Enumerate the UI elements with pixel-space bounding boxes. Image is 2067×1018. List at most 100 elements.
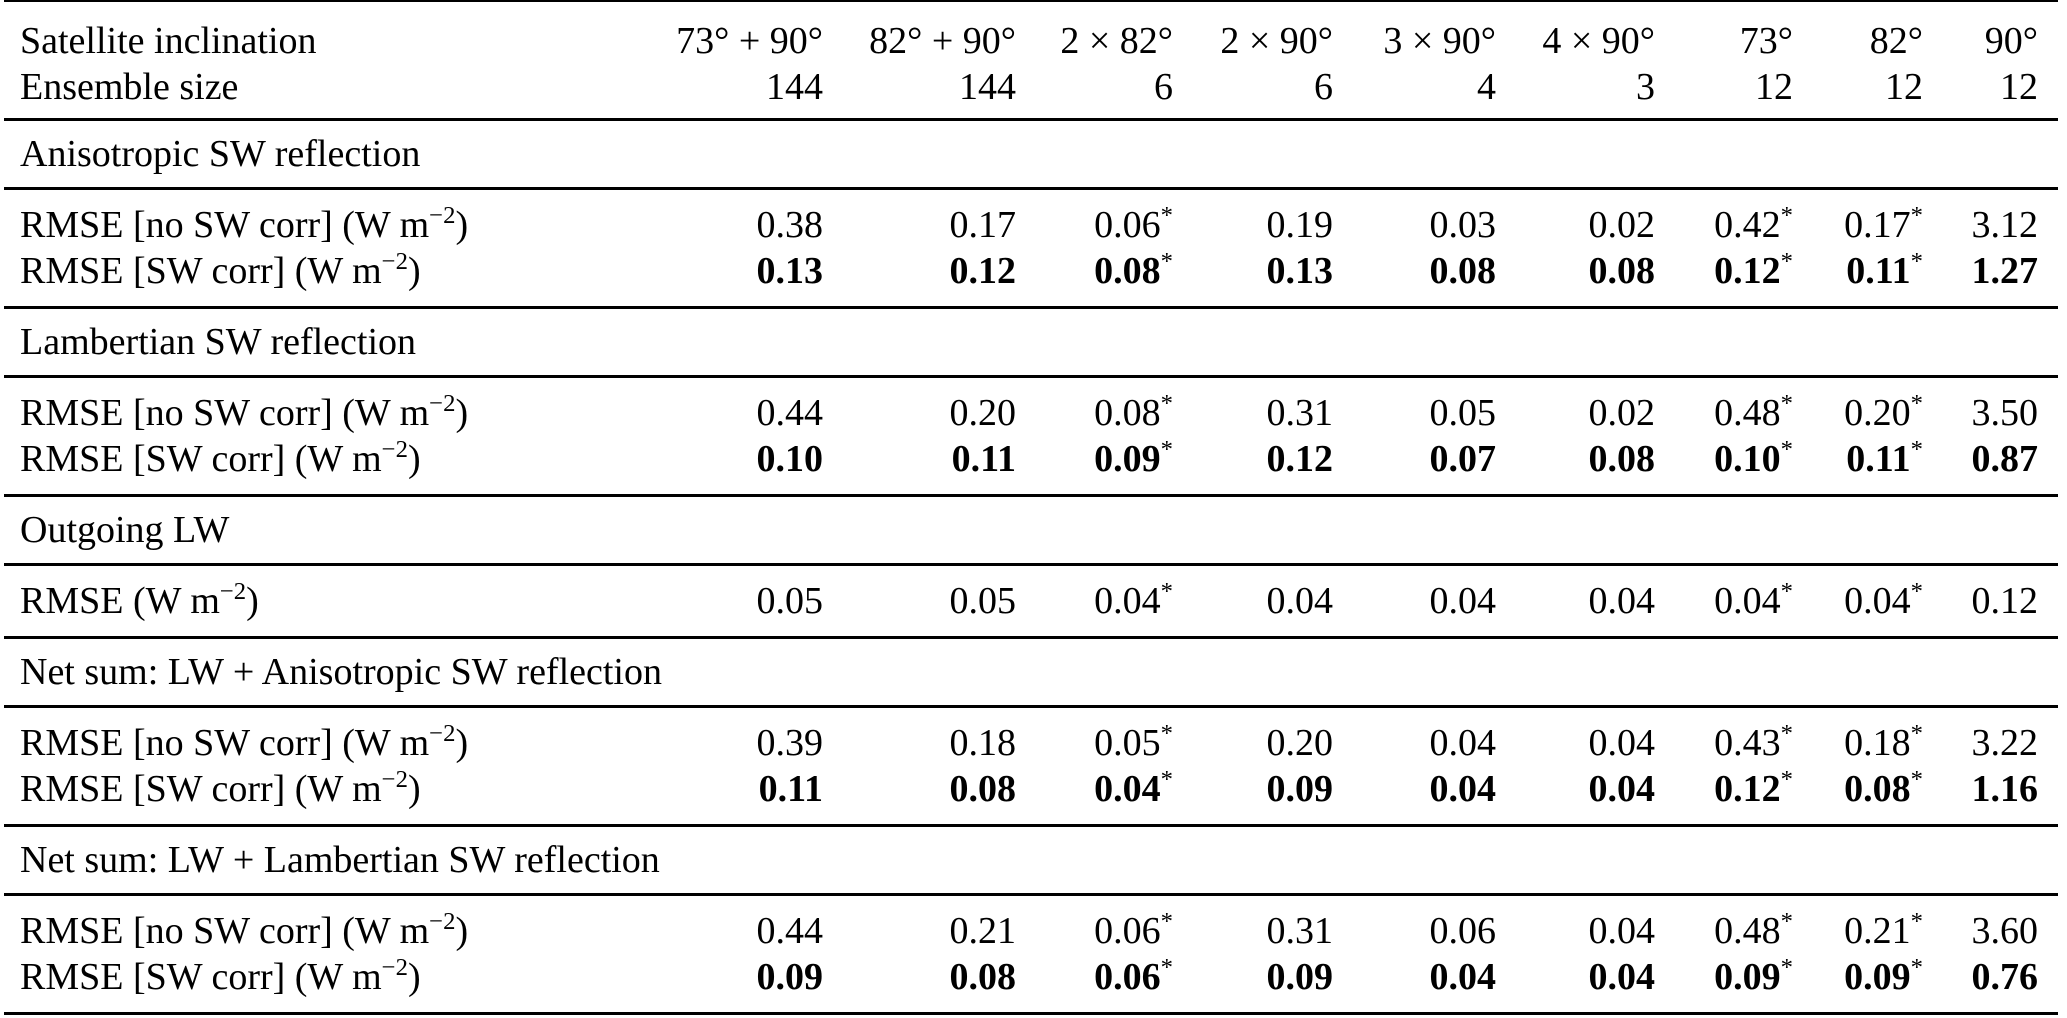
- significance-asterisk: *: [1780, 954, 1793, 982]
- value-cell: 0.04: [1588, 768, 1656, 810]
- value-cell: 0.11*: [1846, 248, 1923, 292]
- table-row: RMSE [SW corr] (W m−2) 0.09 0.08 0.06* 0.09 0…: [4, 954, 2058, 1015]
- section-title-row: Outgoing LW: [4, 494, 2058, 566]
- significance-asterisk: *: [1160, 954, 1173, 982]
- table-body: Satellite inclination 73° + 90° 82° + 90° 2…: [4, 0, 2058, 1015]
- column-header: 4 × 90°: [1496, 0, 1655, 64]
- value-cell: 0.06*: [1016, 954, 1173, 1015]
- significance-asterisk: *: [1160, 202, 1173, 230]
- value-cell: 0.04: [1333, 954, 1496, 1015]
- value-cell: 0.08: [949, 768, 1017, 810]
- value-cell: 0.11: [951, 438, 1016, 480]
- value-cell: 0.04*: [1714, 578, 1793, 622]
- section-title: Lambertian SW reflection: [4, 306, 2058, 378]
- ensemble-size-cell: 12: [1755, 66, 1793, 108]
- section-title: Net sum: LW + Anisotropic SW reflection: [4, 636, 2058, 708]
- value-cell: 0.42*: [1714, 202, 1793, 246]
- value-cell: 0.12*: [1714, 248, 1793, 292]
- significance-asterisk: *: [1910, 954, 1923, 982]
- ensemble-size-cell: 12: [2000, 66, 2038, 108]
- value-cell: 0.31: [1266, 910, 1334, 952]
- column-header: 82°: [1793, 0, 1923, 64]
- row-label: RMSE [no SW corr] (W m−2): [20, 390, 469, 434]
- value-cell: 0.03: [1429, 204, 1497, 246]
- value-cell: 0.11: [758, 768, 823, 810]
- value-cell: 0.05: [1429, 392, 1497, 434]
- row-label: RMSE [no SW corr] (W m−2): [20, 908, 469, 952]
- row-label: RMSE [SW corr] (W m−2): [4, 954, 606, 1015]
- value-cell: 3.22: [1971, 722, 2039, 764]
- value-cell: 0.12*: [1714, 766, 1793, 810]
- value-cell: 0.08: [1429, 250, 1497, 292]
- unit-exponent: −2: [429, 390, 456, 418]
- unit-exponent: −2: [219, 578, 247, 606]
- value-cell: 0.04: [1429, 768, 1497, 810]
- ensemble-size-cell: 4: [1477, 66, 1496, 108]
- value-cell: 0.18*: [1844, 720, 1923, 764]
- significance-asterisk: *: [1780, 766, 1793, 794]
- significance-asterisk: *: [1910, 248, 1923, 276]
- value-cell: 0.20*: [1844, 390, 1923, 434]
- significance-asterisk: *: [1780, 202, 1793, 230]
- value-cell: 0.05: [949, 580, 1017, 622]
- value-cell: 0.48*: [1714, 908, 1793, 952]
- value-cell: 0.17: [949, 204, 1017, 246]
- value-cell: 0.48*: [1714, 390, 1793, 434]
- header-row-inclination: Satellite inclination 73° + 90° 82° + 90° 2…: [4, 0, 2058, 64]
- significance-asterisk: *: [1780, 390, 1793, 418]
- value-cell: 0.38: [756, 204, 824, 246]
- value-cell: 0.44: [756, 392, 824, 434]
- value-cell: 0.06*: [1094, 202, 1173, 246]
- header-row-ensemble-size: Ensemble size 144 144 6 6 4 3 12 12 12: [4, 64, 2058, 120]
- value-cell: 0.08: [823, 954, 1016, 1015]
- ensemble-size-cell: 12: [1885, 66, 1923, 108]
- table-row: RMSE [no SW corr] (W m−2) 0.38 0.17 0.06* 0.…: [4, 189, 2058, 249]
- value-cell: 0.09: [1173, 954, 1333, 1015]
- ensemble-size-cell: 6: [1314, 66, 1333, 108]
- table-row: RMSE [SW corr] (W m−2) 0.11 0.08 0.04* 0.09 0…: [4, 766, 2058, 826]
- header-label-satellite-inclination: Satellite inclination: [4, 0, 606, 64]
- unit-exponent: −2: [381, 248, 408, 276]
- unit-exponent: −2: [429, 720, 456, 748]
- significance-asterisk: *: [1160, 578, 1173, 606]
- value-cell: 0.08*: [1094, 390, 1173, 434]
- row-label: RMSE [no SW corr] (W m−2): [20, 202, 469, 246]
- value-cell: 0.05*: [1094, 720, 1173, 764]
- column-header: 73°: [1655, 0, 1793, 64]
- table-row: RMSE (W m−2) 0.05 0.05 0.04* 0.04 0.04 0.04 0.0…: [4, 565, 2058, 638]
- value-cell: 0.13: [756, 250, 824, 292]
- column-header: 2 × 82°: [1016, 0, 1173, 64]
- table-row: RMSE [no SW corr] (W m−2) 0.39 0.18 0.05* 0.…: [4, 707, 2058, 767]
- value-cell: 0.05: [756, 580, 824, 622]
- value-cell: 1.16: [1971, 768, 2039, 810]
- significance-asterisk: *: [1160, 908, 1173, 936]
- unit-exponent: −2: [429, 202, 456, 230]
- section-title-row: Net sum: LW + Lambertian SW reflection: [4, 824, 2058, 896]
- significance-asterisk: *: [1910, 766, 1923, 794]
- significance-asterisk: *: [1160, 248, 1173, 276]
- value-cell: 0.21*: [1844, 908, 1923, 952]
- value-cell: 0.06*: [1094, 908, 1173, 952]
- ensemble-size-cell: 144: [766, 66, 823, 108]
- significance-asterisk: *: [1910, 202, 1923, 230]
- value-cell: 0.04: [1266, 580, 1334, 622]
- significance-asterisk: *: [1910, 436, 1923, 464]
- ensemble-size-cell: 144: [959, 66, 1016, 108]
- value-cell: 0.02: [1588, 204, 1656, 246]
- significance-asterisk: *: [1910, 720, 1923, 748]
- value-cell: 0.12: [1266, 438, 1334, 480]
- ensemble-size-cell: 6: [1154, 66, 1173, 108]
- value-cell: 0.11*: [1846, 436, 1923, 480]
- value-cell: 0.09*: [1094, 436, 1173, 480]
- value-cell: 0.04: [1429, 580, 1497, 622]
- value-cell: 0.08: [1588, 250, 1656, 292]
- value-cell: 0.12: [1971, 580, 2039, 622]
- value-cell: 0.19: [1266, 204, 1334, 246]
- unit-exponent: −2: [381, 766, 408, 794]
- column-header: 3 × 90°: [1333, 0, 1496, 64]
- significance-asterisk: *: [1780, 436, 1793, 464]
- rmse-results-table: Satellite inclination 73° + 90° 82° + 90° 2…: [4, 0, 2058, 1015]
- significance-asterisk: *: [1160, 766, 1173, 794]
- value-cell: 0.76: [1923, 954, 2058, 1015]
- value-cell: 0.04: [1588, 910, 1656, 952]
